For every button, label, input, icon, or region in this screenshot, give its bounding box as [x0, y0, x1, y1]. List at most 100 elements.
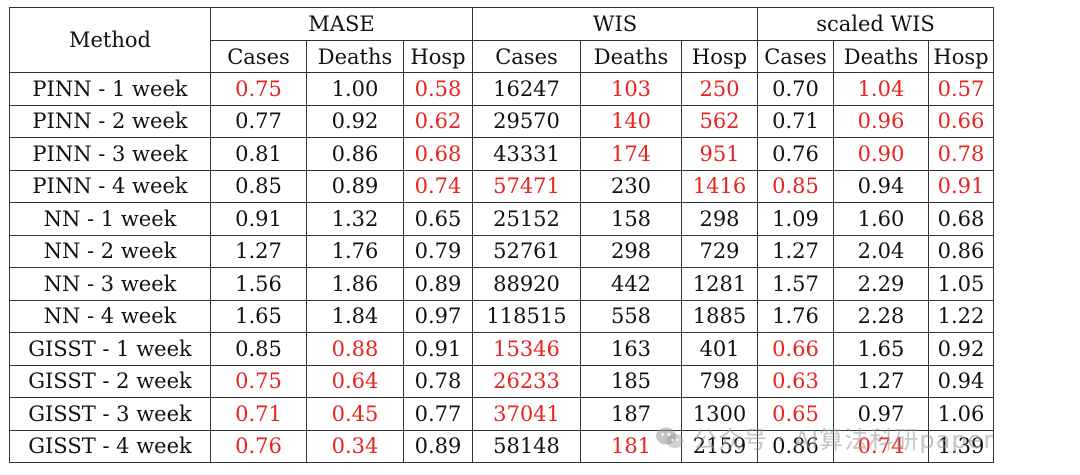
cell-wis-hosp: 1885 [681, 299, 758, 333]
cell-scaled-wis-cases: 1.76 [757, 299, 834, 333]
cell-mase-cases: 0.85 [210, 169, 307, 203]
cell-mase-deaths: 0.64 [306, 364, 404, 398]
cell-scaled-wis-cases: 0.66 [757, 332, 834, 366]
header-row-subheaders: Cases Deaths Hosp Cases Deaths Hosp Case… [10, 40, 994, 73]
cell-scaled-wis-hosp: 0.66 [928, 104, 994, 138]
table-row: GISST - 1 week 0.85 0.88 0.91 15346 163 401 0.6… [9, 332, 994, 366]
method-cell: PINN - 3 week [9, 137, 211, 171]
cell-mase-deaths: 0.86 [306, 137, 404, 171]
subheader-scaled-wis-cases: Cases [757, 40, 834, 73]
cell-wis-hosp: 1300 [681, 397, 758, 431]
cell-mase-hosp: 0.74 [403, 169, 473, 203]
cell-scaled-wis-cases: 0.76 [757, 137, 834, 171]
cell-scaled-wis-hosp: 0.86 [928, 234, 994, 268]
cell-mase-hosp: 0.65 [403, 202, 473, 236]
cell-scaled-wis-deaths: 1.04 [833, 72, 929, 106]
cell-mase-deaths: 0.89 [306, 169, 404, 203]
method-cell: NN - 3 week [9, 267, 211, 301]
method-cell: NN - 2 week [9, 234, 211, 268]
method-cell: PINN - 2 week [9, 104, 211, 138]
cell-scaled-wis-cases: 0.65 [757, 397, 834, 431]
table-row: NN - 1 week 0.91 1.32 0.65 25152 158 298 1.09 1.… [9, 202, 994, 236]
cell-wis-deaths: 103 [580, 72, 682, 106]
cell-scaled-wis-deaths: 2.29 [833, 267, 929, 301]
cell-wis-hosp: 798 [681, 364, 758, 398]
table-row: NN - 4 week 1.65 1.84 0.97 118515 558 1885 1.76… [9, 299, 994, 333]
subheader-mase-deaths: Deaths [306, 40, 404, 73]
table-row: PINN - 4 week 0.85 0.89 0.74 57471 230 1416 0.8… [9, 169, 994, 203]
cell-wis-deaths: 174 [580, 137, 682, 171]
cell-mase-deaths: 0.34 [306, 429, 404, 463]
cell-scaled-wis-hosp: 0.78 [928, 137, 994, 171]
cell-scaled-wis-hosp: 0.92 [928, 332, 994, 366]
cell-mase-deaths: 1.86 [306, 267, 404, 301]
cell-mase-hosp: 0.62 [403, 104, 473, 138]
cell-wis-cases: 43331 [472, 137, 581, 171]
cell-scaled-wis-hosp: 0.68 [928, 202, 994, 236]
cell-wis-deaths: 185 [580, 364, 682, 398]
table-row: PINN - 3 week 0.81 0.86 0.68 43331 174 951 0.76… [9, 137, 994, 171]
cell-wis-cases: 25152 [472, 202, 581, 236]
cell-wis-deaths: 442 [580, 267, 682, 301]
cell-scaled-wis-cases: 0.70 [757, 72, 834, 106]
method-cell: NN - 1 week [9, 202, 211, 236]
method-cell: NN - 4 week [9, 299, 211, 333]
cell-wis-hosp: 401 [681, 332, 758, 366]
cell-mase-hosp: 0.78 [403, 364, 473, 398]
cell-wis-deaths: 558 [580, 299, 682, 333]
table-row: PINN - 2 week 0.77 0.92 0.62 29570 140 562 0.71… [9, 104, 994, 138]
cell-wis-hosp: 2159 [681, 429, 758, 463]
cell-mase-cases: 0.91 [210, 202, 307, 236]
cell-scaled-wis-deaths: 1.60 [833, 202, 929, 236]
cell-mase-hosp: 0.77 [403, 397, 473, 431]
cell-scaled-wis-deaths: 1.27 [833, 364, 929, 398]
subheader-scaled-wis-deaths: Deaths [833, 40, 929, 73]
method-cell: GISST - 4 week [9, 429, 211, 463]
cell-scaled-wis-cases: 0.63 [757, 364, 834, 398]
table-row: GISST - 4 week 0.76 0.34 0.89 58148 181 2159 0.… [9, 429, 994, 463]
group-header-mase: MASE [210, 7, 473, 41]
cell-scaled-wis-cases: 1.27 [757, 234, 834, 268]
subheader-wis-deaths: Deaths [580, 40, 682, 73]
cell-scaled-wis-deaths: 0.97 [833, 397, 929, 431]
group-header-scaled-wis: scaled WIS [757, 7, 994, 41]
cell-scaled-wis-deaths: 0.96 [833, 104, 929, 138]
cell-wis-hosp: 1416 [681, 169, 758, 203]
cell-wis-hosp: 562 [681, 104, 758, 138]
cell-wis-cases: 118515 [472, 299, 581, 333]
cell-scaled-wis-hosp: 1.06 [928, 397, 994, 431]
subheader-wis-cases: Cases [472, 40, 581, 73]
table-row: NN - 2 week 1.27 1.76 0.79 52761 298 729 1.27 2.… [9, 234, 994, 268]
cell-mase-cases: 0.76 [210, 429, 307, 463]
table-row: NN - 3 week 1.56 1.86 0.89 88920 442 1281 1.57 2… [9, 267, 994, 301]
cell-scaled-wis-hosp: 1.39 [928, 429, 994, 463]
cell-wis-cases: 16247 [472, 72, 581, 106]
cell-mase-deaths: 0.88 [306, 332, 404, 366]
table-row: GISST - 3 week 0.71 0.45 0.77 37041 187 1300 0.… [9, 397, 994, 431]
group-header-wis: WIS [472, 7, 758, 41]
cell-mase-hosp: 0.79 [403, 234, 473, 268]
method-cell: GISST - 3 week [9, 397, 211, 431]
cell-wis-hosp: 298 [681, 202, 758, 236]
cell-scaled-wis-cases: 1.57 [757, 267, 834, 301]
cell-scaled-wis-deaths: 0.90 [833, 137, 929, 171]
cell-mase-hosp: 0.97 [403, 299, 473, 333]
cell-wis-cases: 88920 [472, 267, 581, 301]
cell-wis-hosp: 250 [681, 72, 758, 106]
table-row: PINN - 1 week 0.75 1.00 0.58 16247 103 250 0.70… [9, 72, 994, 106]
cell-mase-deaths: 1.00 [306, 72, 404, 106]
cell-wis-cases: 15346 [472, 332, 581, 366]
method-cell: GISST - 2 week [9, 364, 211, 398]
cell-mase-cases: 1.56 [210, 267, 307, 301]
table-row: GISST - 2 week 0.75 0.64 0.78 26233 185 798 0.6… [9, 364, 994, 398]
cell-mase-cases: 0.85 [210, 332, 307, 366]
method-cell: PINN - 1 week [9, 72, 211, 106]
cell-wis-deaths: 298 [580, 234, 682, 268]
cell-mase-hosp: 0.89 [403, 267, 473, 301]
cell-scaled-wis-hosp: 1.05 [928, 267, 994, 301]
cell-mase-deaths: 0.45 [306, 397, 404, 431]
cell-scaled-wis-cases: 0.85 [757, 169, 834, 203]
cell-wis-cases: 37041 [472, 397, 581, 431]
cell-scaled-wis-hosp: 0.94 [928, 364, 994, 398]
cell-mase-hosp: 0.68 [403, 137, 473, 171]
